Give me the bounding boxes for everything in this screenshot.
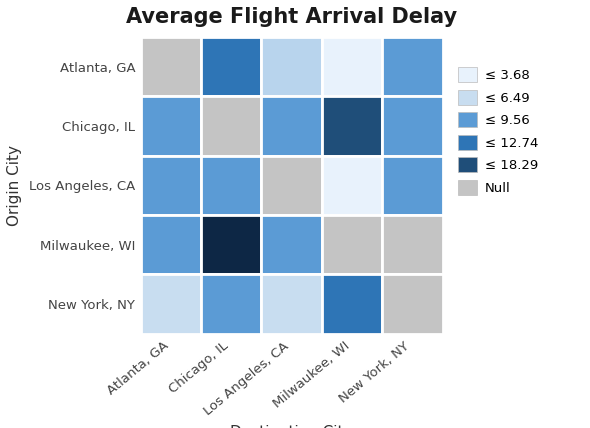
Bar bbox=[322, 215, 382, 274]
Bar bbox=[140, 37, 201, 96]
Bar bbox=[201, 156, 261, 215]
Title: Average Flight Arrival Delay: Average Flight Arrival Delay bbox=[126, 7, 457, 27]
Y-axis label: Origin City: Origin City bbox=[7, 145, 22, 226]
Bar bbox=[322, 96, 382, 156]
Bar bbox=[382, 156, 442, 215]
Bar bbox=[140, 274, 201, 334]
Bar bbox=[140, 215, 201, 274]
Bar bbox=[140, 96, 201, 156]
Bar bbox=[261, 156, 322, 215]
Bar bbox=[201, 215, 261, 274]
Bar bbox=[261, 215, 322, 274]
Bar bbox=[201, 37, 261, 96]
X-axis label: Destination City: Destination City bbox=[230, 425, 353, 428]
Bar bbox=[201, 96, 261, 156]
Bar bbox=[382, 215, 442, 274]
Bar bbox=[261, 96, 322, 156]
Bar bbox=[322, 274, 382, 334]
Bar bbox=[382, 96, 442, 156]
Bar bbox=[382, 274, 442, 334]
Bar bbox=[322, 37, 382, 96]
Legend: ≤ 3.68, ≤ 6.49, ≤ 9.56, ≤ 12.74, ≤ 18.29, Null: ≤ 3.68, ≤ 6.49, ≤ 9.56, ≤ 12.74, ≤ 18.29… bbox=[458, 67, 538, 195]
Bar bbox=[322, 156, 382, 215]
Bar bbox=[140, 156, 201, 215]
Bar bbox=[261, 37, 322, 96]
Bar bbox=[201, 274, 261, 334]
Bar bbox=[261, 274, 322, 334]
Bar bbox=[382, 37, 442, 96]
